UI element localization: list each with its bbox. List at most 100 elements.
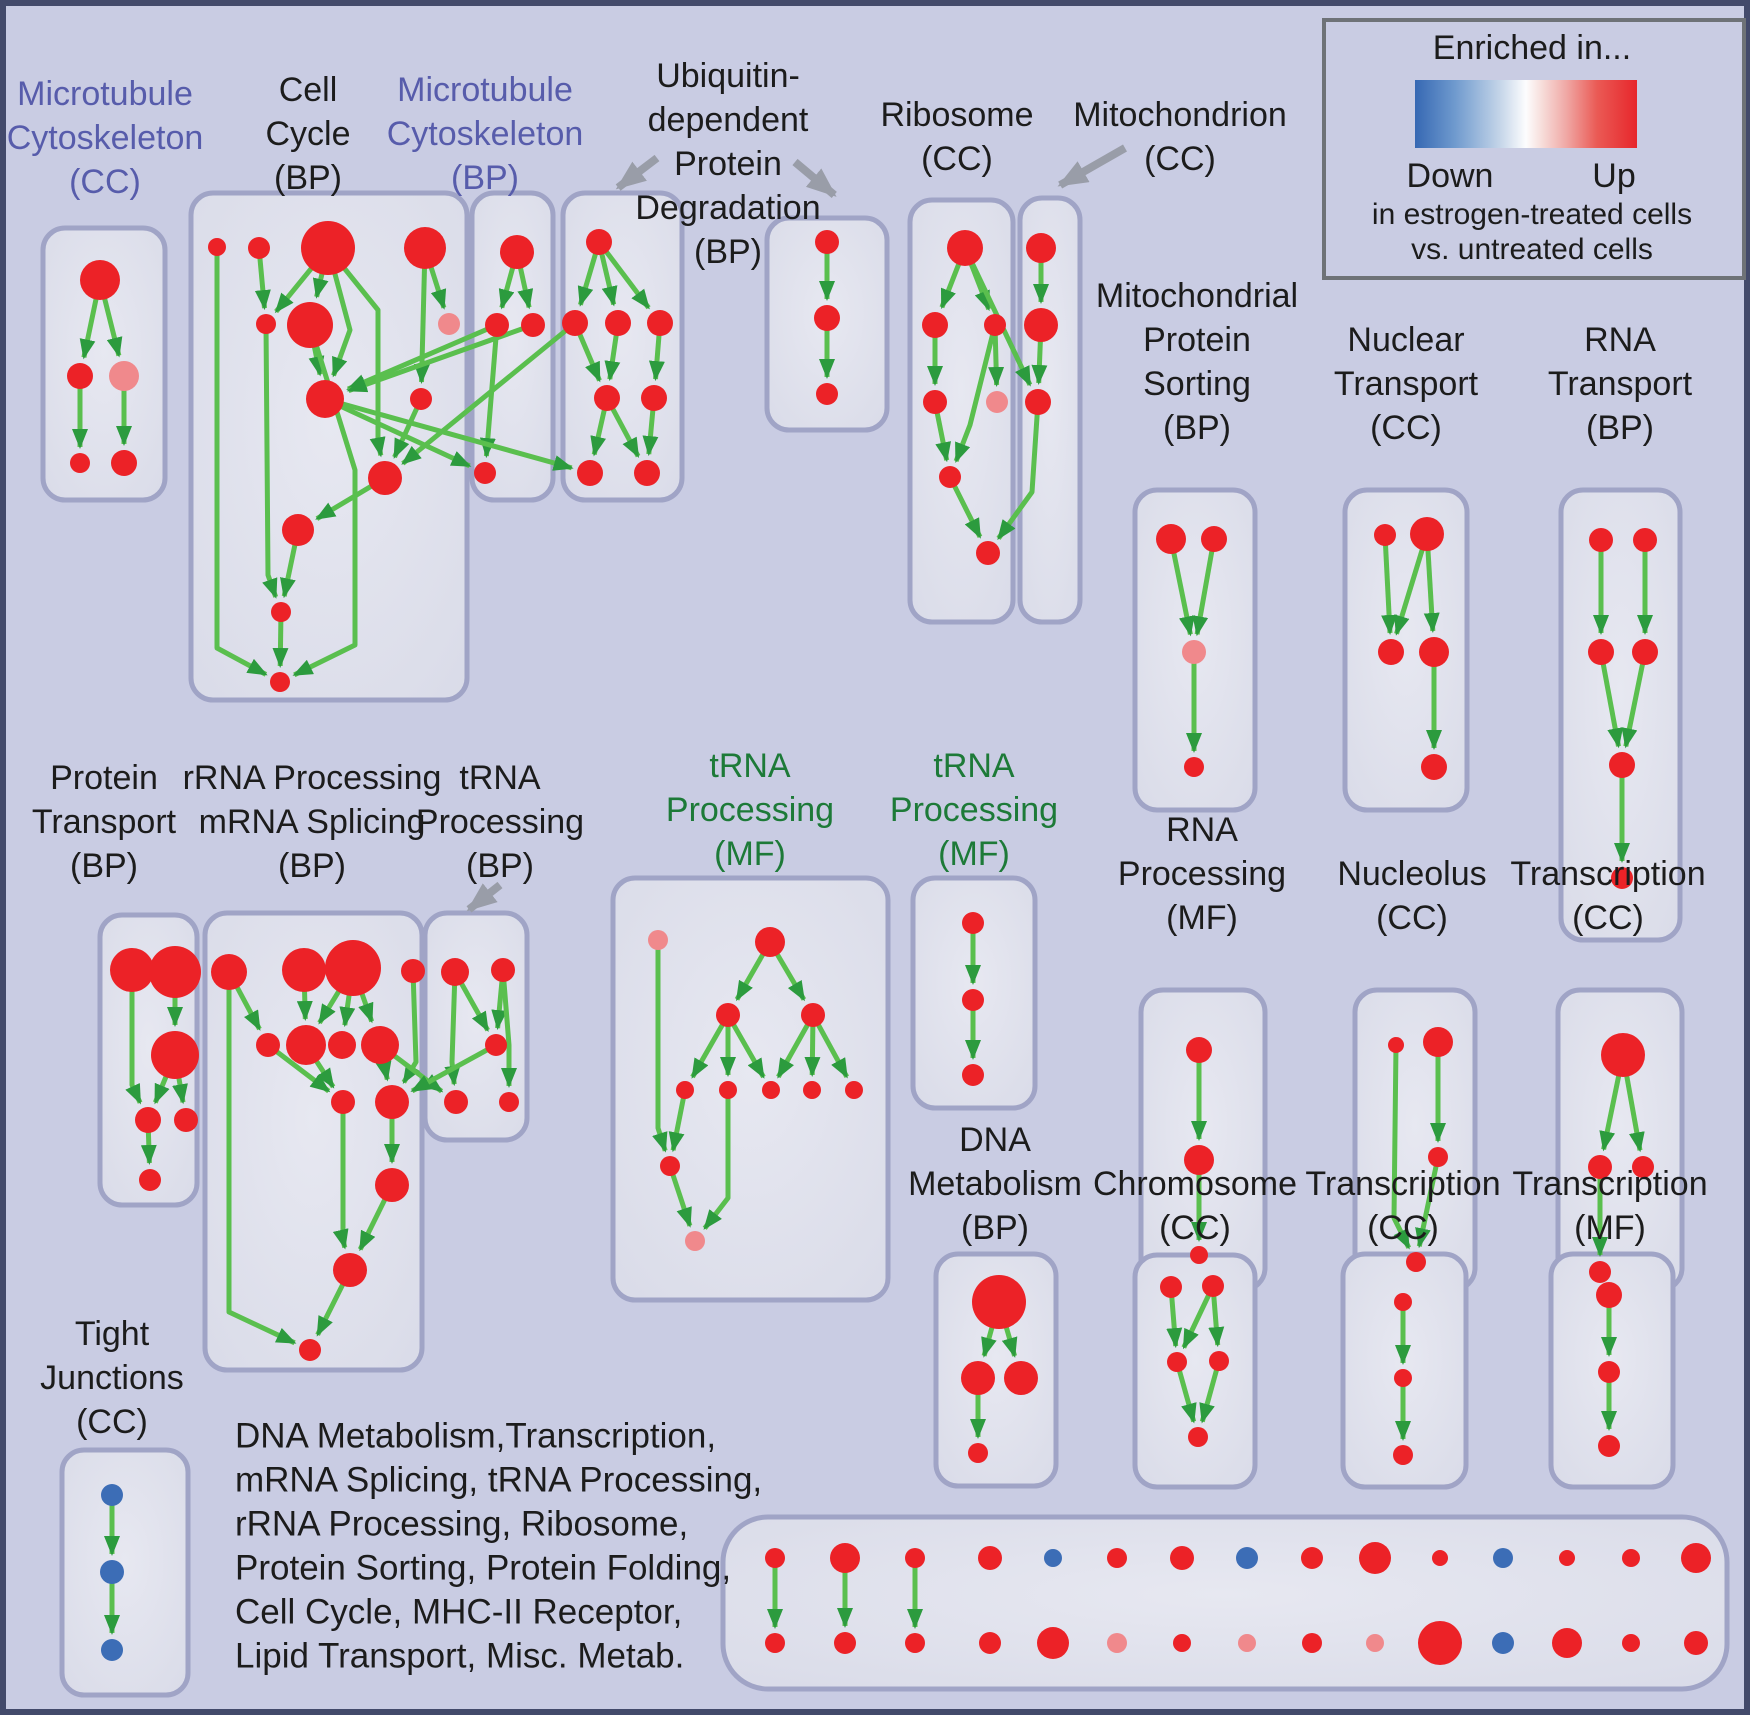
go-term-node-b7 xyxy=(438,313,460,335)
go-term-node-q2 xyxy=(282,948,326,992)
go-term-node-a4 xyxy=(70,453,90,473)
cluster-box-ubiquitin-degradation-bp-a xyxy=(560,190,685,503)
cluster-label-rna-transport-bp: RNA Transport (BP) xyxy=(1548,321,1693,447)
go-term-node-e1 xyxy=(815,230,839,254)
go-term-node-o1 xyxy=(1394,1293,1412,1311)
edge-b1-b13 xyxy=(214,247,268,677)
label-pointer-arrow-2 xyxy=(792,158,837,199)
cluster-label-tight-junctions-cc: Tight Junctions (CC) xyxy=(40,1315,184,1441)
cluster-box-chromosome-cc xyxy=(1132,1252,1258,1490)
go-term-node-n1 xyxy=(1374,524,1396,546)
go-term-node-w12t xyxy=(1493,1548,1513,1568)
go-term-node-c4 xyxy=(474,462,496,484)
go-term-node-m3 xyxy=(1025,389,1051,415)
edge-g1-g10 xyxy=(652,940,668,1153)
cross-edge-c2-b8 xyxy=(346,322,498,392)
cluster-label-chromosome-cc: Chromosome (CC) xyxy=(1093,1165,1297,1247)
go-term-node-w15t xyxy=(1681,1543,1711,1573)
go-term-node-n4 xyxy=(1419,637,1449,667)
edge-d1-d4 xyxy=(597,240,651,310)
go-term-node-b12 xyxy=(271,602,291,622)
edge-s1-s3 xyxy=(1168,538,1195,637)
cluster-label-dna-metabolism-bp: DNA Metabolism (BP) xyxy=(908,1121,1082,1247)
go-term-node-dm4 xyxy=(968,1443,988,1463)
go-term-node-w2t xyxy=(830,1543,860,1573)
edge-b3-b8 xyxy=(325,247,353,378)
go-term-node-w8t xyxy=(1236,1547,1258,1569)
misc-categories-note: DNA Metabolism,Transcription, mRNA Splici… xyxy=(235,1416,762,1675)
go-term-node-g2 xyxy=(755,927,785,957)
go-term-node-a2 xyxy=(67,363,93,389)
go-term-node-v2 xyxy=(491,958,515,982)
go-term-node-m1 xyxy=(1026,233,1056,263)
go-term-node-w9t xyxy=(1301,1547,1323,1569)
go-term-node-v1 xyxy=(441,958,469,986)
go-term-node-w15b xyxy=(1684,1631,1708,1655)
go-term-node-g7 xyxy=(762,1081,780,1099)
go-term-node-g5 xyxy=(676,1081,694,1099)
go-term-node-b13 xyxy=(270,672,290,692)
go-term-node-c3 xyxy=(521,313,545,337)
go-term-node-d2 xyxy=(562,310,588,336)
go-term-node-ch2 xyxy=(1202,1275,1224,1297)
go-term-node-w4t xyxy=(978,1546,1002,1570)
go-term-node-g3 xyxy=(716,1003,740,1027)
go-term-node-w2b xyxy=(834,1632,856,1654)
cluster-label-cell-cycle-bp: Cell Cycle (BP) xyxy=(265,71,350,197)
go-term-node-q6 xyxy=(286,1025,326,1065)
go-term-node-s3 xyxy=(1182,640,1206,664)
go-term-node-w13b xyxy=(1552,1628,1582,1658)
go-term-node-p5 xyxy=(174,1108,198,1132)
go-term-node-d5 xyxy=(594,385,620,411)
legend-up-label: Up xyxy=(1592,157,1635,195)
go-term-node-t5 xyxy=(1609,752,1635,778)
go-term-node-d7 xyxy=(577,460,603,486)
cross-edge-d2-b10 xyxy=(401,321,577,466)
edge-g5-g10 xyxy=(668,1089,688,1153)
go-term-node-b4 xyxy=(404,227,446,269)
edge-ch3-ch5 xyxy=(1174,1361,1197,1424)
edge-n2-n3 xyxy=(1394,533,1430,636)
edge-f3-f6 xyxy=(953,324,998,463)
go-term-node-w7b xyxy=(1173,1634,1191,1652)
cluster-box-misc-cluster xyxy=(720,1514,1730,1692)
go-term-node-v5 xyxy=(499,1092,519,1112)
go-term-node-w1t xyxy=(765,1548,785,1568)
edge-q4-q10 xyxy=(401,970,420,1085)
go-term-node-q12 xyxy=(333,1253,367,1287)
go-term-node-n3 xyxy=(1378,639,1404,665)
go-term-node-f1 xyxy=(947,230,983,266)
go-term-node-w4b xyxy=(979,1632,1001,1654)
legend-subtitle-line1: in estrogen-treated cells xyxy=(1372,198,1692,231)
go-term-node-i2 xyxy=(962,989,984,1011)
go-term-node-w12b xyxy=(1492,1632,1514,1654)
go-term-node-t4 xyxy=(1632,639,1658,665)
go-term-node-s2 xyxy=(1201,526,1227,552)
go-term-node-f2 xyxy=(922,312,948,338)
go-term-node-w14t xyxy=(1622,1549,1640,1567)
go-term-node-i3 xyxy=(962,1064,984,1086)
edge-b5-b12 xyxy=(262,323,279,599)
go-term-node-t1 xyxy=(1589,528,1613,552)
go-term-node-j3 xyxy=(1190,1246,1208,1264)
go-term-node-k2 xyxy=(1423,1027,1453,1057)
go-term-node-g6 xyxy=(719,1081,737,1099)
go-term-node-m2 xyxy=(1024,308,1058,342)
go-term-node-b2 xyxy=(248,237,270,259)
cluster-label-ubiquitin-degradation-bp-a: Ubiquitin-dependent Protein Degradation (BP… xyxy=(635,57,820,271)
go-term-node-f4 xyxy=(923,390,947,414)
cluster-box-tight-junctions-cc xyxy=(59,1447,191,1698)
go-term-node-j2 xyxy=(1184,1145,1214,1175)
go-term-node-s4 xyxy=(1184,757,1204,777)
cluster-label-transcription-cc-mid: Transcription (CC) xyxy=(1510,855,1705,937)
go-term-node-d8 xyxy=(634,460,660,486)
cluster-label-rna-processing-mf: RNA Processing (MF) xyxy=(1118,811,1286,937)
go-term-node-tj2 xyxy=(100,1560,124,1584)
cluster-label-trna-processing-mf-large: tRNA Processing (MF) xyxy=(666,747,834,873)
go-term-node-w10b xyxy=(1366,1634,1384,1652)
go-term-node-w10t xyxy=(1359,1542,1391,1574)
legend-down-label: Down xyxy=(1407,157,1494,195)
edge-q9-q12 xyxy=(332,1102,349,1250)
cluster-box-rna-transport-bp xyxy=(1558,487,1683,943)
cross-edge-b8-d7 xyxy=(324,396,574,471)
